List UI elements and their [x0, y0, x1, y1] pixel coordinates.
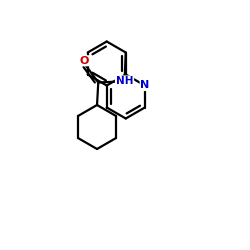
Text: O: O	[80, 56, 89, 66]
Text: NH: NH	[116, 76, 133, 86]
Text: N: N	[140, 80, 149, 90]
